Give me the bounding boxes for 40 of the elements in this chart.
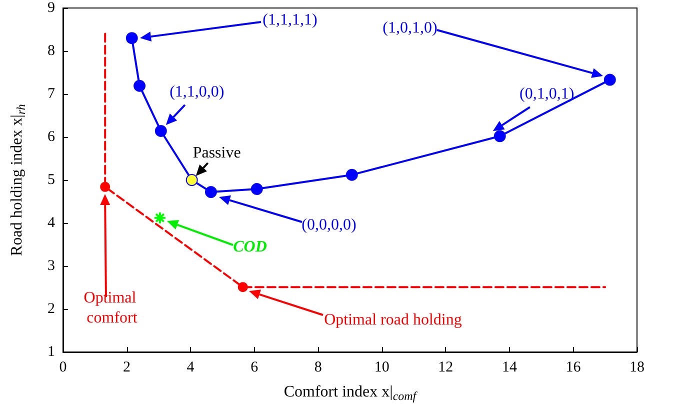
y-tick-label: 2 — [48, 301, 55, 317]
x-tick-label: 4 — [186, 360, 195, 376]
annotation: (1,1,0,0) — [170, 83, 224, 100]
annotation: Optimal comfort — [84, 290, 140, 326]
x-tick-label: 6 — [250, 360, 259, 376]
x-tick-label: 12 — [438, 360, 454, 376]
point — [204, 186, 217, 198]
point — [346, 168, 358, 181]
x-tick-label: 8 — [314, 360, 322, 376]
annotation: Passive — [192, 144, 241, 162]
x-tick-label: 10 — [374, 360, 390, 376]
x-tick-label: 2 — [123, 360, 131, 376]
point — [238, 282, 248, 292]
point — [604, 74, 616, 86]
annotation: Optimal road holding — [324, 312, 462, 328]
annotation: (1,0,1,0) — [382, 20, 438, 36]
y-axis-title: Road holding index x|rh — [8, 104, 28, 256]
y-tick-label: 1 — [48, 344, 55, 360]
y-tick-label: 5 — [48, 172, 55, 188]
annotation: (0,1,0,1) — [520, 86, 574, 103]
point — [153, 211, 166, 224]
y-tick-label: 7 — [48, 86, 56, 102]
x-tick-label: 0 — [59, 360, 67, 376]
point — [494, 130, 506, 142]
y-tick-label: 4 — [48, 215, 56, 231]
annotation: COD — [233, 238, 268, 256]
point — [126, 32, 138, 44]
y-tick-label: 3 — [48, 258, 55, 274]
point — [250, 183, 263, 196]
annotation: (1,1,1,1) — [262, 12, 318, 28]
y-tick-label: 9 — [48, 0, 55, 16]
x-tick-label: 16 — [566, 360, 582, 376]
point — [134, 80, 146, 92]
y-tick-label: 8 — [48, 43, 55, 59]
point — [154, 124, 167, 137]
x-tick-label: 18 — [630, 360, 644, 376]
annotation: (0,0,0,0) — [302, 216, 356, 234]
x-tick-label: 14 — [502, 360, 518, 376]
point — [100, 182, 110, 192]
y-tick-label: 6 — [48, 129, 56, 145]
